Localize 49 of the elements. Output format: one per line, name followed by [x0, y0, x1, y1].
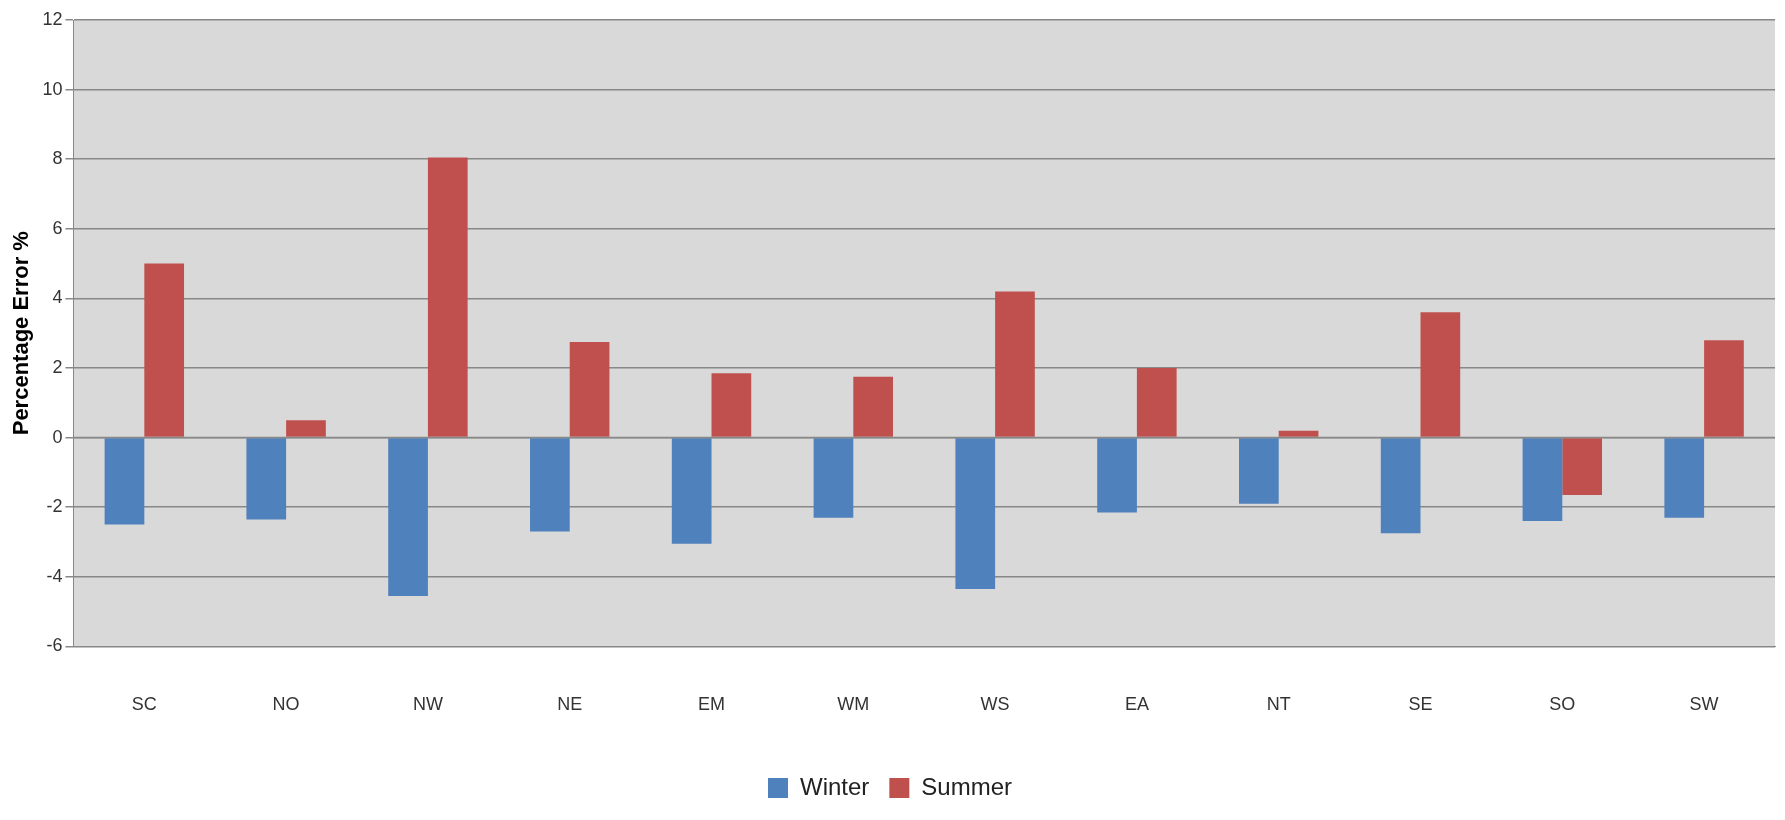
x-tick-label: NE: [557, 694, 583, 715]
y-tick-label: 6: [52, 217, 63, 238]
bar: [1420, 312, 1461, 437]
bar: [1562, 438, 1603, 496]
x-tick-label: WS: [980, 694, 1010, 715]
bar: [1380, 438, 1421, 534]
bar: [1097, 438, 1137, 513]
bar: [246, 438, 287, 520]
bar: [144, 263, 185, 437]
y-tick-label: 0: [52, 426, 63, 447]
bar: [1664, 438, 1705, 518]
bar: [569, 341, 610, 437]
x-tick-label: SC: [131, 694, 157, 715]
y-tick-label: 4: [52, 287, 63, 308]
x-tick-label: NW: [412, 694, 443, 715]
bar: [955, 438, 996, 589]
x-tick-label: NT: [1266, 694, 1291, 715]
y-tick-label: -6: [46, 635, 63, 656]
x-tick-label: EM: [698, 694, 726, 715]
y-axis-title: Percentage Error %: [8, 231, 34, 436]
y-tick-label: 10: [42, 78, 63, 99]
legend-label: Summer: [921, 772, 1013, 800]
bar: [286, 420, 326, 437]
y-tick-label: 2: [52, 356, 63, 377]
legend-label: Winter: [799, 772, 870, 800]
x-tick-label: WM: [837, 694, 870, 715]
bar: [1704, 340, 1744, 437]
bar: [813, 438, 854, 518]
bar: [671, 438, 712, 544]
y-tick-label: 8: [52, 148, 63, 169]
bar: [711, 373, 752, 437]
y-tick-label: -2: [46, 496, 63, 517]
bar: [1522, 438, 1563, 522]
bar: [1278, 430, 1319, 437]
bar: [1136, 368, 1177, 437]
y-tick-label: -4: [46, 565, 63, 586]
bar: [1239, 438, 1279, 504]
bar: [530, 438, 570, 532]
x-tick-label: EA: [1124, 694, 1149, 715]
bar: [995, 291, 1035, 437]
x-tick-label: SW: [1689, 694, 1719, 715]
bar: [853, 376, 894, 437]
y-tick-label: 12: [42, 8, 63, 29]
x-tick-label: SE: [1408, 694, 1433, 715]
bar: [427, 157, 468, 437]
bar: [104, 438, 145, 525]
bar: [388, 438, 428, 596]
x-tick-label: SO: [1549, 694, 1576, 715]
x-tick-label: NO: [272, 694, 300, 715]
